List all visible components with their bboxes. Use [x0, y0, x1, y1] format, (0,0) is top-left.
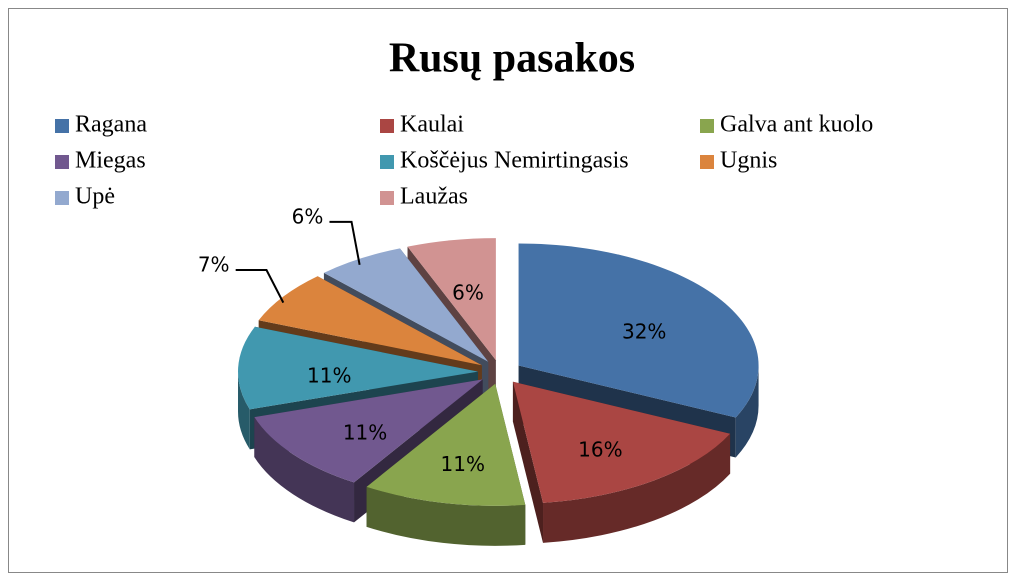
- data-label: 11%: [307, 364, 351, 388]
- data-label: 6%: [452, 280, 484, 304]
- slice-side: [254, 417, 355, 523]
- data-label: 11%: [441, 452, 485, 476]
- slice-wall: [512, 381, 544, 543]
- legend-label: Kaulai: [400, 112, 464, 138]
- data-label: 16%: [578, 437, 622, 461]
- slice-side: [366, 486, 526, 546]
- legend-swatch: [700, 119, 714, 133]
- legend-swatch: [700, 155, 714, 169]
- legend-swatch: [380, 191, 394, 205]
- legend-swatch: [380, 155, 394, 169]
- legend-label: Ugnis: [720, 148, 777, 174]
- slice-side: [735, 365, 759, 458]
- pie-slice: [258, 276, 482, 366]
- legend-swatch: [380, 119, 394, 133]
- legend-swatch: [55, 155, 69, 169]
- data-label: 11%: [343, 420, 387, 444]
- pie-slice: [512, 381, 731, 503]
- pie-slice: [518, 243, 759, 418]
- leader-line: [235, 269, 285, 304]
- legend-label: Koščėjus Nemirtingasis: [400, 148, 629, 174]
- legend-label: Upė: [75, 184, 115, 210]
- slice-side: [543, 433, 731, 543]
- legend-swatch: [55, 191, 69, 205]
- chart-title: Rusų pasakos: [389, 36, 635, 82]
- data-label: 6%: [292, 204, 324, 228]
- pie-slice: [366, 383, 526, 506]
- pie-slice: [254, 379, 483, 483]
- pie-slice: [407, 238, 496, 361]
- data-label: 7%: [198, 253, 230, 277]
- slice-side: [238, 371, 250, 450]
- legend-label: Laužas: [400, 184, 468, 210]
- leader-line: [329, 220, 361, 265]
- legend-label: Ragana: [75, 112, 147, 138]
- pie-slice: [238, 326, 479, 410]
- legend-label: Galva ant kuolo: [720, 112, 873, 138]
- pie-slice: [323, 248, 489, 362]
- data-label: 32%: [622, 319, 666, 343]
- legend-swatch: [55, 119, 69, 133]
- legend-label: Miegas: [75, 148, 146, 174]
